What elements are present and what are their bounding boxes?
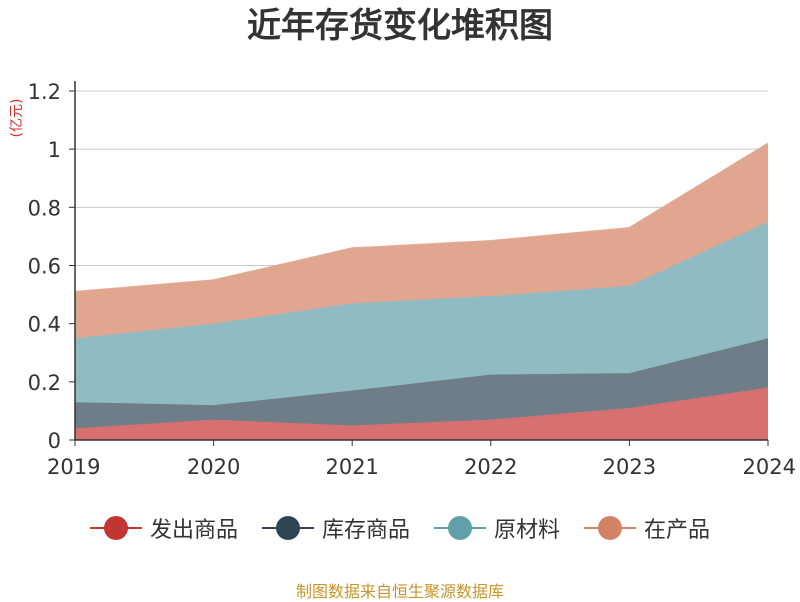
- legend-item[interactable]: 原材料: [434, 512, 560, 544]
- x-tick-label: 2020: [187, 455, 240, 479]
- area-series: [74, 142, 769, 440]
- x-tick-label: 2023: [603, 455, 656, 479]
- series-line-4: [74, 142, 769, 293]
- legend-label: 原材料: [494, 518, 561, 543]
- legend-marker-icon: [89, 516, 142, 540]
- plot-area: 00.20.40.60.811.2 2019 2020 2021 2022 2023 20…: [28, 80, 796, 479]
- x-tick-label: 2022: [464, 455, 517, 479]
- x-tick-label: 2019: [47, 455, 100, 479]
- y-tick-label: 0: [48, 429, 61, 453]
- legend-marker-icon: [261, 516, 314, 540]
- y-tick-label: 0.6: [28, 255, 61, 279]
- legend-marker-icon: [584, 516, 637, 540]
- x-tick-label: 2024: [743, 455, 796, 479]
- axes: [69, 81, 769, 446]
- legend-item[interactable]: 发出商品: [89, 512, 238, 544]
- legend-item[interactable]: 库存商品: [261, 512, 410, 544]
- y-tick-label: 0.8: [28, 196, 61, 220]
- y-tick-label: 0.4: [28, 313, 61, 337]
- y-tick-label: 1.2: [28, 80, 61, 104]
- legend: 发出商品 库存商品 原材料 在产品: [0, 512, 800, 544]
- legend-label: 库存商品: [321, 518, 410, 543]
- x-tick-labels: 2019 2020 2021 2022 2023 2024: [47, 455, 796, 479]
- y-tick-label: 1: [48, 138, 61, 162]
- legend-item[interactable]: 在产品: [584, 512, 710, 544]
- x-tick-label: 2021: [325, 455, 378, 479]
- legend-marker-icon: [434, 516, 486, 540]
- y-tick-labels: 0 0.2 0.4 0.6 0.8 1 1.2: [28, 80, 61, 453]
- legend-label: 发出商品: [149, 518, 238, 543]
- source-note: 制图数据来自恒生聚源数据库: [295, 582, 504, 601]
- chart-title: 近年存货变化堆积图: [247, 6, 553, 46]
- area-series-4: [75, 143, 768, 339]
- area-series-3: [75, 221, 768, 406]
- area-series-1: [75, 387, 768, 440]
- legend-label: 在产品: [644, 518, 711, 543]
- y-tick-label: 0.2: [28, 371, 61, 395]
